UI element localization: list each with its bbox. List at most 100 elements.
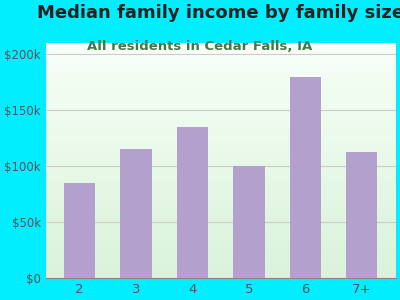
Bar	[46, 198, 396, 200]
Bar	[46, 46, 396, 48]
Bar	[46, 196, 396, 198]
Title: Median family income by family size: Median family income by family size	[37, 4, 400, 22]
Bar	[46, 140, 396, 142]
Bar	[46, 97, 396, 100]
Bar	[46, 191, 396, 194]
Bar	[46, 194, 396, 196]
Bar	[46, 109, 396, 111]
Bar	[46, 175, 396, 177]
Bar	[46, 214, 396, 217]
Bar	[46, 88, 396, 90]
Bar	[46, 158, 396, 160]
Bar	[46, 135, 396, 137]
Bar	[46, 271, 396, 273]
Bar	[46, 57, 396, 60]
Bar	[46, 50, 396, 52]
Bar	[46, 123, 396, 125]
Bar	[46, 78, 396, 81]
Bar	[46, 85, 396, 88]
Bar	[46, 182, 396, 184]
Bar	[46, 144, 396, 146]
Bar	[46, 116, 396, 118]
Bar	[46, 233, 396, 236]
Bar	[46, 90, 396, 92]
Bar	[46, 81, 396, 83]
Bar	[46, 67, 396, 69]
Bar	[46, 248, 396, 250]
Bar	[290, 77, 321, 278]
Bar	[46, 238, 396, 240]
Bar	[46, 55, 396, 57]
Bar	[46, 273, 396, 276]
Bar	[46, 118, 396, 121]
Bar	[46, 240, 396, 243]
Bar	[46, 168, 396, 170]
Bar	[46, 170, 396, 172]
Bar	[46, 111, 396, 114]
Bar	[46, 132, 396, 135]
Bar	[46, 52, 396, 55]
Bar	[46, 104, 396, 106]
Bar	[46, 186, 396, 189]
Bar	[46, 268, 396, 271]
Bar	[46, 266, 396, 268]
Bar	[46, 205, 396, 208]
Bar	[46, 165, 396, 168]
Bar	[46, 257, 396, 259]
Bar	[46, 229, 396, 231]
Bar	[46, 160, 396, 163]
Bar	[46, 179, 396, 182]
Bar	[46, 163, 396, 165]
Bar	[46, 222, 396, 224]
Bar	[46, 203, 396, 205]
Bar	[46, 114, 396, 116]
Bar	[46, 217, 396, 219]
Bar	[46, 60, 396, 62]
Bar	[46, 69, 396, 71]
Bar	[46, 125, 396, 128]
Bar	[46, 74, 396, 76]
Bar	[346, 152, 378, 278]
Bar	[46, 121, 396, 123]
Bar	[46, 259, 396, 262]
Bar	[46, 43, 396, 46]
Bar	[46, 231, 396, 233]
Bar	[46, 156, 396, 158]
Bar	[46, 62, 396, 64]
Bar	[46, 236, 396, 238]
Bar	[46, 172, 396, 175]
Bar	[46, 83, 396, 86]
Bar	[46, 189, 396, 191]
Text: All residents in Cedar Falls, IA: All residents in Cedar Falls, IA	[87, 40, 313, 53]
Bar	[46, 48, 396, 50]
Bar	[46, 200, 396, 203]
Bar	[64, 183, 95, 278]
Bar	[46, 243, 396, 245]
Bar	[234, 166, 264, 278]
Bar	[46, 264, 396, 266]
Bar	[120, 149, 152, 278]
Bar	[46, 76, 396, 78]
Bar	[46, 262, 396, 264]
Bar	[177, 127, 208, 278]
Bar	[46, 142, 396, 144]
Bar	[46, 92, 396, 95]
Bar	[46, 184, 396, 186]
Bar	[46, 151, 396, 154]
Bar	[46, 224, 396, 226]
Bar	[46, 95, 396, 97]
Bar	[46, 64, 396, 67]
Bar	[46, 177, 396, 179]
Bar	[46, 154, 396, 156]
Bar	[46, 130, 396, 132]
Bar	[46, 276, 396, 278]
Bar	[46, 250, 396, 252]
Bar	[46, 102, 396, 104]
Bar	[46, 149, 396, 151]
Bar	[46, 226, 396, 229]
Bar	[46, 210, 396, 212]
Bar	[46, 252, 396, 254]
Bar	[46, 208, 396, 210]
Bar	[46, 254, 396, 257]
Bar	[46, 146, 396, 149]
